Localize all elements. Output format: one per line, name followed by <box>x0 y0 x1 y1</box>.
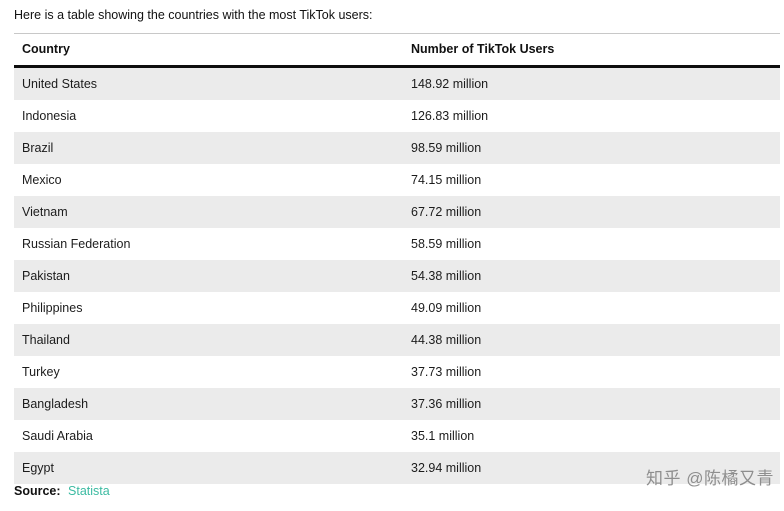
country-cell: Turkey <box>22 365 60 379</box>
table-row: Thailand 44.38 million <box>14 324 780 356</box>
intro-text: Here is a table showing the countries wi… <box>14 8 373 22</box>
country-cell: Bangladesh <box>22 397 89 411</box>
table-row: Mexico 74.15 million <box>14 164 780 196</box>
users-cell: 44.38 million <box>411 333 482 347</box>
users-cell: 37.36 million <box>411 397 482 411</box>
users-cell: 54.38 million <box>411 269 482 283</box>
users-cell: 74.15 million <box>411 173 482 187</box>
header-country: Country <box>14 33 403 68</box>
country-cell: Russian Federation <box>22 237 131 251</box>
country-cell: Mexico <box>22 173 62 187</box>
users-cell: 35.1 million <box>411 429 475 443</box>
country-cell: Philippines <box>22 301 83 315</box>
table-row: Indonesia 126.83 million <box>14 100 780 132</box>
country-cell: Egypt <box>22 461 54 475</box>
country-cell: Brazil <box>22 141 54 155</box>
table-row: Egypt 32.94 million <box>14 452 780 484</box>
users-cell: 98.59 million <box>411 141 482 155</box>
users-cell: 32.94 million <box>411 461 482 475</box>
table-row: Saudi Arabia 35.1 million <box>14 420 780 452</box>
country-cell: Indonesia <box>22 109 77 123</box>
country-cell: Pakistan <box>22 269 70 283</box>
table-row: Philippines 49.09 million <box>14 292 780 324</box>
users-cell: 148.92 million <box>411 77 489 91</box>
users-cell: 37.73 million <box>411 365 482 379</box>
users-cell: 126.83 million <box>411 109 489 123</box>
header-users: Number of TikTok Users <box>403 33 780 68</box>
table-row: Turkey 37.73 million <box>14 356 780 388</box>
country-cell: United States <box>22 77 98 91</box>
statista-link[interactable]: Statista <box>68 484 110 498</box>
table-header-row: Country Number of TikTok Users <box>14 33 780 68</box>
table-row: Vietnam 67.72 million <box>14 196 780 228</box>
country-cell: Thailand <box>22 333 70 347</box>
users-cell: 67.72 million <box>411 205 482 219</box>
country-cell: Vietnam <box>22 205 68 219</box>
country-cell: Saudi Arabia <box>22 429 93 443</box>
source-line: Source: Statista <box>14 484 110 498</box>
table-row: Brazil 98.59 million <box>14 132 780 164</box>
tiktok-users-table: Country Number of TikTok Users United St… <box>14 33 780 484</box>
table-row: United States 148.92 million <box>14 66 780 100</box>
table-row: Bangladesh 37.36 million <box>14 388 780 420</box>
table-row: Pakistan 54.38 million <box>14 260 780 292</box>
users-cell: 58.59 million <box>411 237 482 251</box>
zhihu-watermark: 知乎 @陈橘又青 <box>646 469 774 488</box>
users-cell: 49.09 million <box>411 301 482 315</box>
source-label: Source: <box>14 484 61 498</box>
table-row: Russian Federation 58.59 million <box>14 228 780 260</box>
